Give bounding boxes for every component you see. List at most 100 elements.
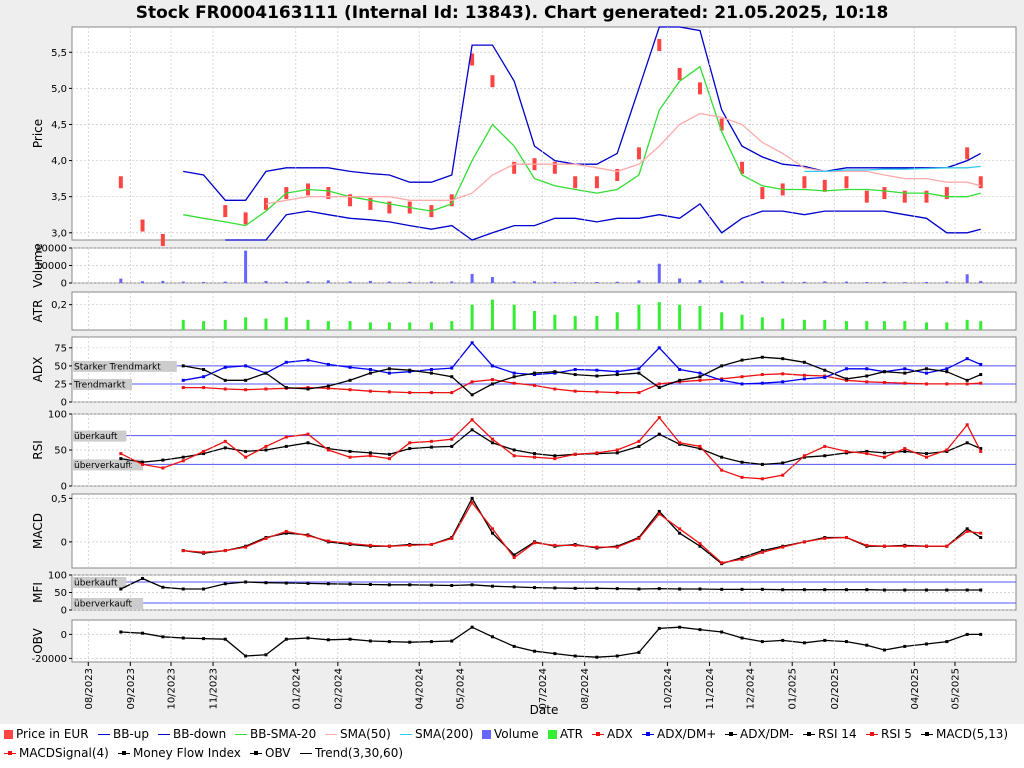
atr-bar [244,317,248,330]
series-marker [637,650,641,654]
volume-bar [450,281,454,283]
series-marker [119,452,123,456]
series-marker [223,446,227,450]
series-marker [202,386,206,390]
series-marker [595,451,599,455]
series-marker [698,371,702,375]
series-marker [387,640,391,644]
series-marker [903,367,907,371]
series-line [183,356,981,396]
series-marker [720,468,724,472]
x-tick-label: 02/2024 [333,668,344,710]
series-marker [387,390,391,394]
series-adx-dm- [181,355,983,397]
series-line [804,165,981,173]
series-marker [802,454,806,458]
series-marker [615,654,619,658]
series-line [225,203,981,241]
series-marker [553,652,557,656]
series-marker [264,581,268,585]
series-marker [429,371,433,375]
series-marker [657,432,661,436]
atr-bar [284,317,288,330]
price-candle [965,147,970,160]
series-marker [470,341,474,345]
series-marker [119,457,123,461]
atr-bar [348,321,352,330]
price-axis-label: Price [31,119,45,148]
legend-swatch-box [482,729,491,739]
mfi-zone-label: überkauft [74,579,118,589]
series-marker [965,588,969,592]
series-volume [119,250,983,283]
x-axis-label: Date [530,703,559,717]
price-ytick-label: 4,0 [51,156,67,167]
x-tick-label: 05/2025 [950,668,961,710]
series-marker [408,640,412,644]
series-obv [119,625,983,659]
volume-bar [615,281,619,283]
series-marker [284,531,288,535]
series-marker [202,550,206,554]
series-marker [387,457,391,461]
series-marker [512,381,516,385]
atr-bar [760,317,764,330]
series-marker [945,588,949,592]
legend-label: MACD(5,13) [936,727,1009,741]
volume-bar [119,278,123,283]
series-marker [533,586,537,590]
legend-swatch-line [725,731,737,736]
series-line [183,501,981,564]
legend-label: ADX [607,727,633,741]
volume-bar [223,281,227,283]
series-marker [965,441,969,445]
macd-ytick-label: 0,5 [51,494,67,505]
price-candle [140,219,145,232]
series-marker [760,640,764,644]
legend-label: RSI 5 [881,727,912,741]
series-marker [450,391,454,395]
series-marker [615,370,619,374]
series-marker [490,584,494,588]
volume-bar [740,281,744,283]
series-marker [244,378,248,382]
atr-bar [408,322,412,330]
series-marker [802,641,806,645]
volume-bar [306,281,310,283]
series-marker [823,368,827,372]
volume-bar [470,273,474,283]
series-macdsignal-4- [181,501,983,565]
series-marker [326,582,330,586]
series-marker [161,458,165,462]
series-line [183,65,981,227]
series-marker [470,625,474,629]
series-marker [965,632,969,636]
series-marker [408,391,412,395]
series-marker [244,580,248,584]
volume-bar [657,263,661,283]
series-marker [326,386,330,390]
legend-label: BB-down [173,727,227,741]
legend-label: Money Flow Index [133,746,241,760]
series-marker [573,543,577,547]
series-bb-up [183,26,982,201]
price-candle [326,187,331,200]
price-candle [902,190,907,203]
series-marker [490,382,494,386]
series-marker [979,632,983,636]
series-marker [698,375,702,379]
series-marker [781,357,785,361]
legend-item-sma-50-: SMA(50) [325,727,391,741]
price-candle [573,176,578,189]
series-marker [657,386,661,390]
volume-bar [387,281,391,283]
volume-bar [429,281,433,283]
series-marker [490,527,494,531]
series-marker [512,556,516,560]
atr-bar [903,321,907,330]
chart-legend: Price in EUR BB-up BB-down BB-SMA-20 SMA(50)… [0,724,1024,768]
price-candle [657,39,662,52]
series-marker [264,448,268,452]
atr-bar [326,321,330,330]
series-marker [553,454,557,458]
